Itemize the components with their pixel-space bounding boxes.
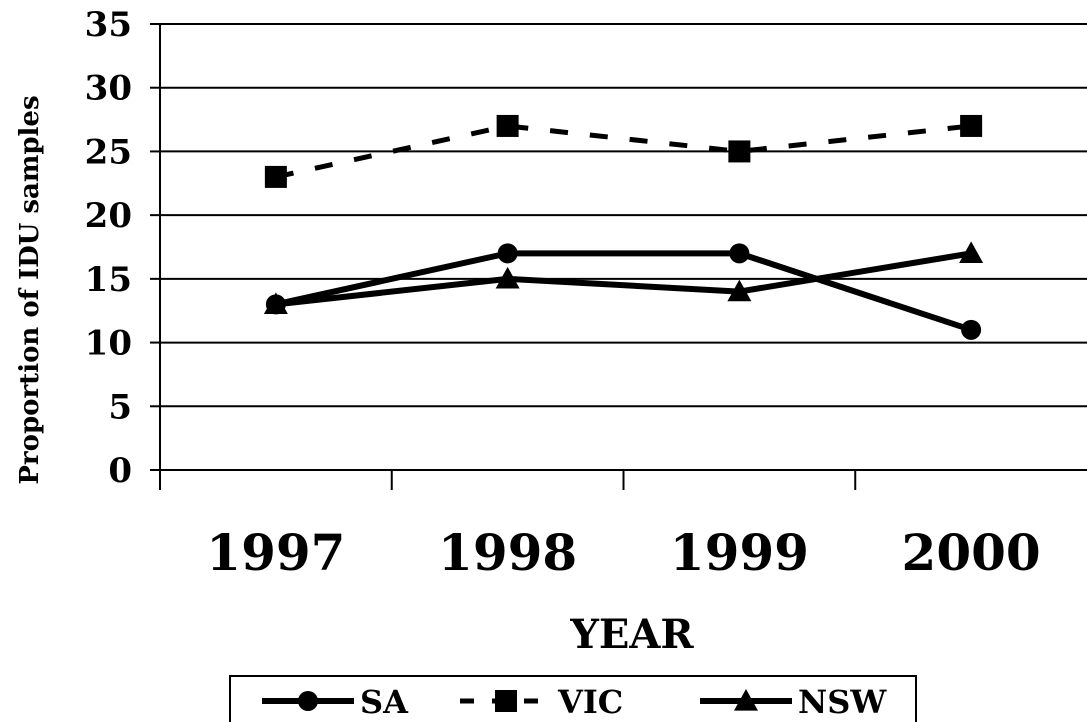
x-axis-label: YEAR: [569, 611, 694, 658]
x-tick-label: 2000: [902, 523, 1041, 582]
data-point-sa: [961, 319, 982, 340]
data-point-vic: [264, 165, 287, 188]
data-point-nsw: [959, 241, 984, 263]
y-tick-label: 25: [85, 132, 132, 172]
legend-item-vic: VIC: [460, 683, 623, 721]
series-line-sa: [275, 250, 973, 333]
legend-marker: [495, 690, 517, 712]
legend-marker: [298, 691, 318, 711]
series-nsw: [263, 241, 984, 314]
legend-item-nsw: NSW: [700, 683, 887, 721]
data-point-vic: [728, 140, 751, 163]
series-vic: [264, 114, 983, 188]
y-tick-label: 30: [85, 69, 132, 109]
y-tick-labels: 0 5 10 15 20 25 30 35: [85, 5, 132, 491]
legend-label: SA: [360, 683, 409, 721]
series-sa: [265, 243, 982, 340]
y-tick-label: 10: [85, 324, 132, 364]
legend: SA VIC NSW: [229, 675, 917, 722]
series-line-nsw: [275, 250, 972, 308]
x-tick-labels: 1997 1998 1999 2000: [206, 523, 1040, 582]
legend-item-sa: SA: [262, 683, 409, 721]
data-point-vic: [496, 114, 519, 137]
data-point-nsw: [727, 279, 752, 302]
y-axis-label: Proportion of IDU samples: [15, 95, 45, 484]
y-tick-label: 35: [85, 5, 132, 45]
legend-label: NSW: [798, 683, 887, 721]
x-tick-label: 1999: [670, 523, 809, 582]
data-series: [263, 114, 984, 340]
x-tick-label: 1998: [438, 523, 577, 582]
gridlines: [160, 23, 1087, 408]
data-point-nsw: [263, 292, 288, 314]
data-point-sa: [729, 243, 750, 264]
x-tick-label: 1997: [206, 523, 345, 582]
data-point-sa: [497, 243, 518, 264]
legend-marker: [734, 689, 758, 711]
y-tick-label: 5: [108, 387, 132, 427]
y-tick-label: 0: [108, 451, 132, 491]
legend-label: VIC: [557, 683, 623, 721]
data-point-vic: [960, 114, 983, 137]
data-point-nsw: [495, 266, 520, 289]
y-tick-label: 15: [85, 260, 132, 300]
y-tick-label: 20: [85, 196, 132, 236]
axes: [150, 23, 1087, 490]
